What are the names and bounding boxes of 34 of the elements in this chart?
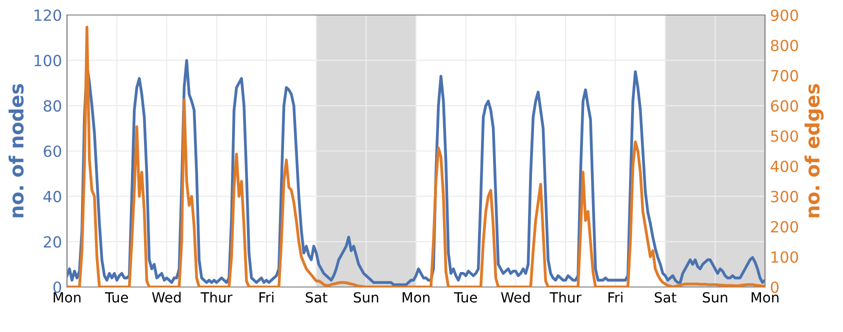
x-tick-label: Thur bbox=[200, 292, 232, 303]
y2-tick-label: 100 bbox=[772, 251, 798, 263]
x-tick-label: Fri bbox=[608, 292, 622, 302]
x-tick-label: Tue bbox=[454, 292, 477, 303]
x-tick-label: Sun bbox=[702, 292, 728, 303]
x-tick-label: Sat bbox=[306, 292, 328, 303]
x-tick-label: Thur bbox=[550, 292, 582, 303]
y-tick-label: 80 bbox=[44, 100, 62, 112]
x-tick-label: Tue bbox=[104, 292, 128, 303]
y2-tick-label: 600 bbox=[770, 100, 798, 112]
y-tick-label: 60 bbox=[44, 145, 62, 158]
x-tick-label: Sat bbox=[654, 292, 676, 303]
x-tick-label: Mon bbox=[402, 292, 430, 303]
x-tick-label: Wed bbox=[152, 292, 181, 303]
y2-tick-label: 500 bbox=[771, 130, 798, 142]
y2-tick-label: 900 bbox=[770, 9, 798, 22]
y2-tick-label: 0 bbox=[770, 281, 779, 294]
y2-tick-label: 200 bbox=[770, 221, 798, 233]
y-tick-label: 20 bbox=[44, 236, 62, 248]
y2-tick-label: 400 bbox=[770, 160, 798, 172]
y2-tick-label: 700 bbox=[771, 70, 798, 82]
x-tick-label: Mon bbox=[752, 292, 778, 303]
x-tick-label: Wed bbox=[501, 292, 530, 303]
x-tick-label: Fri bbox=[260, 292, 274, 302]
y-tick-label: 40 bbox=[43, 190, 62, 202]
y2-tick-label: 300 bbox=[771, 190, 798, 202]
y-tick-label: 120 bbox=[34, 9, 62, 22]
y-tick-label: 100 bbox=[34, 54, 62, 66]
x-tick-label: Sun bbox=[354, 292, 378, 303]
y-tick-label: 0 bbox=[53, 281, 62, 294]
y2-axis-title: no. of edges bbox=[804, 84, 824, 218]
y2-tick-label: 800 bbox=[770, 40, 798, 52]
x-tick-label: Mon bbox=[54, 292, 80, 303]
y-axis-title: no. of nodes bbox=[8, 84, 24, 218]
